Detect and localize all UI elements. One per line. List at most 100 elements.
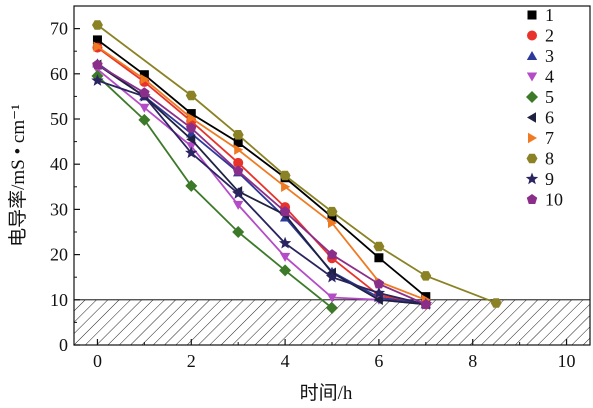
data-point-10-4 xyxy=(279,206,291,217)
y-tick-label: 40 xyxy=(50,154,68,174)
legend-label: 2 xyxy=(545,26,554,46)
data-point-8-1 xyxy=(185,90,197,101)
legend-label: 4 xyxy=(545,67,554,87)
series-line-4 xyxy=(96,68,426,306)
legend-label: 6 xyxy=(545,108,554,128)
series-10 xyxy=(92,59,432,309)
data-point-5-2 xyxy=(185,179,198,192)
y-tick-label: 60 xyxy=(50,64,68,84)
legend-marker-9 xyxy=(525,172,539,185)
data-point-6-2 xyxy=(186,134,196,145)
data-point-7-3 xyxy=(234,144,244,155)
data-point-8-6 xyxy=(420,271,432,281)
series-5 xyxy=(91,70,338,314)
legend-marker-5 xyxy=(526,91,538,103)
data-point-5-4 xyxy=(279,264,292,277)
legend-label: 3 xyxy=(545,46,554,66)
data-point-2-3 xyxy=(233,157,244,168)
data-point-1-0 xyxy=(92,35,102,45)
data-point-9-4 xyxy=(278,236,292,249)
x-tick-label: 10 xyxy=(558,351,576,371)
legend-label: 9 xyxy=(545,169,554,189)
legend-item-9: 9 xyxy=(525,169,554,189)
series-line-10 xyxy=(96,63,427,306)
series-line-5 xyxy=(96,75,333,309)
data-point-8-5 xyxy=(373,241,385,252)
legend-label: 1 xyxy=(545,5,554,25)
data-point-9-3 xyxy=(232,187,245,199)
y-tick-label: 20 xyxy=(50,245,68,265)
series-layer xyxy=(91,20,502,314)
legend-item-7: 7 xyxy=(528,128,554,148)
data-point-7-5 xyxy=(328,217,337,229)
legend-label: 10 xyxy=(545,190,563,210)
legend-marker-6 xyxy=(527,112,536,123)
y-tick-label: 10 xyxy=(50,290,68,310)
x-tick-label: 2 xyxy=(187,351,196,371)
series-line-2 xyxy=(96,46,426,306)
legend-item-8: 8 xyxy=(526,149,554,169)
data-point-4-3 xyxy=(232,200,244,210)
legend-label: 5 xyxy=(545,87,554,107)
data-point-9-2 xyxy=(185,146,198,159)
legend-marker-7 xyxy=(528,132,537,144)
legend-label: 8 xyxy=(545,149,554,169)
axes-layer: 0 2 4 6 8 10 0 10 20 30 40 50 60 70 xyxy=(50,5,591,371)
series-4 xyxy=(92,65,432,310)
y-tick-label: 0 xyxy=(59,335,68,355)
data-point-4-1 xyxy=(139,103,150,113)
legend-marker-8 xyxy=(526,153,538,164)
legend-item-4: 4 xyxy=(526,67,554,87)
series-line-9 xyxy=(97,79,427,306)
legend-marker-3 xyxy=(526,51,538,60)
data-point-6-6 xyxy=(373,294,383,305)
data-point-10-6 xyxy=(373,278,385,289)
data-point-1-6 xyxy=(374,253,384,263)
data-point-1-3 xyxy=(233,138,243,148)
y-tick-label: 30 xyxy=(50,199,68,219)
series-8 xyxy=(91,20,502,308)
x-tick-label: 4 xyxy=(281,351,290,371)
data-point-9-5 xyxy=(325,270,339,283)
data-point-8-4 xyxy=(326,206,338,217)
legend-item-6: 6 xyxy=(527,108,554,128)
data-point-4-5 xyxy=(326,293,338,303)
data-point-10-3 xyxy=(232,165,244,176)
data-point-10-7 xyxy=(420,298,432,309)
data-point-7-2 xyxy=(187,112,197,124)
data-point-8-0 xyxy=(91,20,103,30)
data-point-10-2 xyxy=(186,122,197,133)
legend-marker-1 xyxy=(527,10,537,20)
data-point-8-7 xyxy=(490,298,502,308)
legend-item-1: 1 xyxy=(527,5,554,25)
series-line-6 xyxy=(96,64,426,306)
data-point-9-0 xyxy=(91,74,104,86)
x-axis-label: 时间/h xyxy=(300,382,353,404)
data-point-4-4 xyxy=(279,252,291,262)
y-axis-label: 电导率/mS • cm⁻¹ xyxy=(7,104,29,247)
data-point-1-1 xyxy=(139,70,149,80)
series-line-8 xyxy=(96,24,497,304)
legend-marker-10 xyxy=(526,194,538,204)
y-tick-label: 50 xyxy=(50,109,68,129)
data-point-1-5 xyxy=(327,212,337,222)
data-point-8-3 xyxy=(279,170,291,181)
data-point-5-1 xyxy=(138,113,151,126)
legend-marker-4 xyxy=(526,72,538,82)
x-tick-label: 0 xyxy=(93,351,102,371)
data-point-1-2 xyxy=(186,109,196,119)
data-point-9-6 xyxy=(372,286,386,299)
y-tick-label: 70 xyxy=(50,19,68,39)
data-point-10-0 xyxy=(92,59,103,70)
x-tick-label: 6 xyxy=(374,351,383,371)
series-7 xyxy=(93,41,431,305)
data-point-7-1 xyxy=(140,74,150,85)
legend-item-2: 2 xyxy=(527,26,554,46)
legend-item-10: 10 xyxy=(526,190,563,210)
legend-item-5: 5 xyxy=(526,87,554,107)
series-line-1 xyxy=(96,39,427,298)
x-tick-label: 8 xyxy=(468,351,477,371)
data-point-7-0 xyxy=(93,41,103,52)
